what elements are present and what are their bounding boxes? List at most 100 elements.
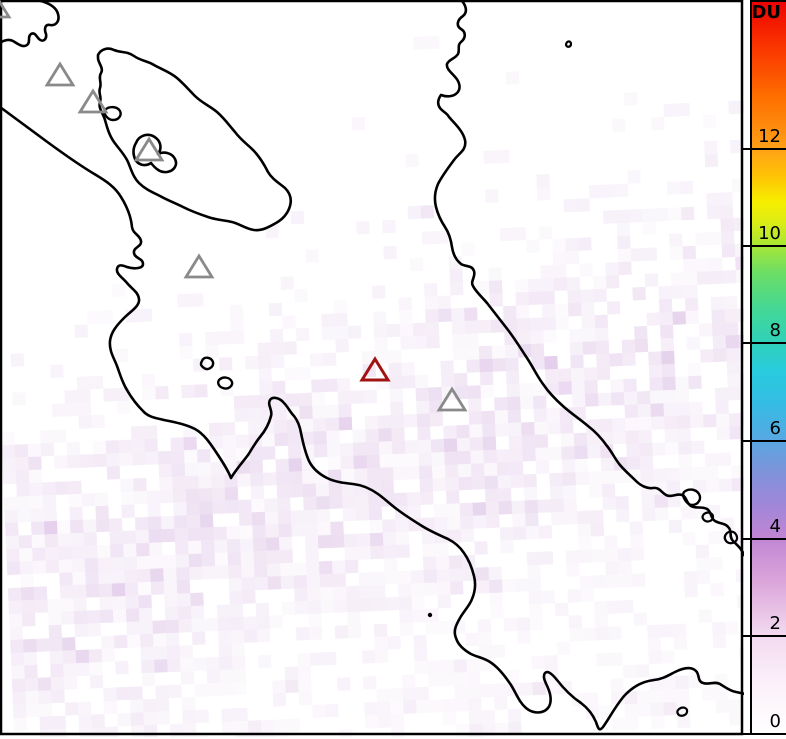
plume-pixel — [121, 504, 135, 519]
plume-pixel — [429, 412, 444, 427]
plume-pixel — [610, 392, 625, 406]
plume-pixel — [660, 324, 674, 339]
plume-pixel — [427, 660, 441, 674]
plume-pixel — [180, 671, 195, 685]
plume-pixel — [216, 603, 244, 618]
plume-pixel — [363, 389, 378, 404]
plume-pixel — [395, 531, 410, 546]
plume-pixel — [281, 601, 296, 616]
plume-pixel — [426, 621, 440, 635]
plume-pixel — [453, 672, 468, 686]
plume-pixel — [553, 277, 568, 291]
plume-pixel — [218, 643, 233, 657]
plume-pixel — [401, 362, 415, 376]
plume-pixel — [567, 302, 582, 317]
plume-pixel — [676, 415, 691, 429]
plume-pixel — [303, 495, 330, 511]
plume-pixel — [413, 647, 428, 662]
plume-pixel — [605, 262, 619, 276]
colorbar-tick-label: 2 — [769, 613, 781, 634]
plume-pixel — [700, 348, 727, 363]
plume-pixel — [458, 476, 473, 491]
plume-pixel — [508, 721, 522, 736]
plume-pixel — [698, 609, 713, 623]
plume-pixel — [695, 231, 722, 246]
plume-pixel — [630, 534, 644, 548]
plume-pixel — [119, 452, 133, 467]
plume-pixel — [267, 563, 281, 577]
plume-pixel — [389, 687, 417, 702]
plume-pixel — [497, 475, 511, 489]
plume-pixel — [507, 708, 522, 723]
plume-pixel — [480, 683, 495, 698]
plume-pixel — [87, 623, 102, 637]
plume-pixel — [533, 408, 548, 422]
plume-pixel — [678, 454, 693, 468]
plume-pixel — [484, 189, 499, 203]
plume-pixel — [575, 472, 589, 486]
plume-pixel — [311, 379, 325, 393]
plume-pixel — [130, 724, 158, 737]
plume-pixel — [204, 331, 219, 346]
plume-pixel — [449, 281, 464, 296]
plume-pixel — [680, 206, 695, 221]
plume-pixel — [582, 627, 596, 642]
plume-pixel — [725, 334, 740, 349]
plume-pixel — [456, 424, 470, 439]
plume-pixel — [213, 526, 227, 541]
plume-pixel — [416, 413, 431, 428]
plume-pixel — [198, 475, 212, 489]
plume-pixel — [77, 701, 92, 716]
plume-pixel — [319, 573, 334, 588]
plume-pixel — [76, 662, 90, 677]
plume-pixel — [289, 483, 317, 498]
plume-pixel — [10, 353, 25, 367]
plume-pixel — [39, 715, 67, 730]
plume-pixel — [85, 571, 99, 585]
plume-pixel — [142, 385, 169, 400]
plume-pixel — [495, 423, 509, 437]
plume-pixel — [658, 285, 672, 300]
plume-pixel — [8, 600, 22, 615]
plume-pixel — [298, 678, 312, 693]
plume-pixel — [545, 381, 572, 396]
plume-pixel — [177, 592, 204, 607]
plume-pixel — [16, 483, 30, 497]
plume-pixel — [221, 721, 236, 735]
colorbar-title: DU — [751, 2, 781, 23]
plume-pixel — [447, 515, 474, 530]
plume-pixel — [421, 230, 449, 245]
plume-pixel — [50, 663, 64, 678]
plume-pixel — [179, 645, 194, 659]
plume-pixel — [133, 477, 147, 492]
plume-pixel — [58, 559, 73, 573]
plume-pixel — [62, 637, 76, 651]
plume-pixel — [448, 555, 463, 569]
plume-pixel — [234, 707, 248, 722]
plume-pixel — [391, 427, 405, 442]
plume-pixel — [636, 390, 651, 405]
plume-pixel — [444, 451, 458, 465]
plume-pixel — [9, 626, 24, 641]
plume-pixel — [670, 271, 698, 286]
plume-pixel — [275, 458, 303, 473]
plume-pixel — [272, 380, 286, 395]
plume-pixel — [241, 564, 255, 578]
plume-pixel — [317, 534, 345, 549]
plume-pixel — [258, 368, 273, 382]
plume-pixel — [698, 323, 713, 337]
plume-pixel — [684, 297, 699, 312]
plume-pixel — [147, 503, 161, 517]
plume-pixel — [21, 599, 35, 614]
plume-pixel — [59, 572, 73, 586]
plume-pixel — [662, 376, 676, 391]
plume-pixel — [27, 443, 42, 458]
plume-pixel — [269, 328, 284, 343]
plume-pixel — [158, 450, 172, 465]
plume-pixel — [456, 437, 471, 452]
plume-pixel — [266, 549, 294, 564]
plume-pixel — [25, 690, 39, 705]
plume-pixel — [548, 446, 575, 461]
plume-pixel — [588, 470, 615, 485]
plume-pixel — [546, 407, 561, 422]
